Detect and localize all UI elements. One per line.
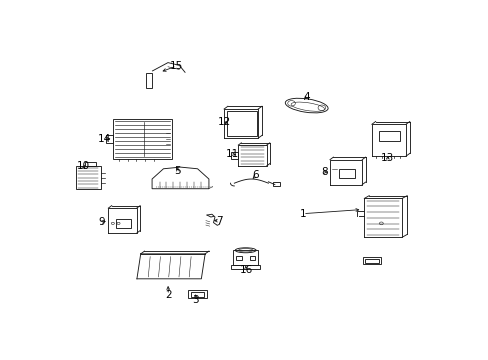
Text: 6: 6 [252, 170, 259, 180]
Bar [231, 265, 259, 269]
Text: 16: 16 [239, 265, 252, 275]
Bar [365, 258, 378, 263]
Text: 11: 11 [225, 149, 239, 159]
Text: 8: 8 [320, 167, 327, 177]
Text: 2: 2 [165, 290, 171, 300]
Text: 10: 10 [77, 161, 89, 171]
Bar [188, 290, 206, 298]
Text: 1: 1 [299, 209, 305, 219]
Text: 15: 15 [170, 61, 183, 71]
Text: 5: 5 [174, 166, 181, 176]
Bar [226, 111, 256, 136]
Bar [76, 166, 101, 189]
Text: 3: 3 [192, 296, 199, 305]
Text: 13: 13 [381, 153, 394, 163]
Bar [272, 182, 279, 186]
Bar [339, 169, 354, 178]
Text: 12: 12 [218, 117, 231, 127]
Bar [113, 119, 172, 159]
Text: 9: 9 [99, 217, 105, 227]
Text: 14: 14 [98, 134, 111, 144]
Bar [379, 131, 399, 141]
Bar [231, 152, 238, 159]
Bar [362, 257, 380, 264]
Bar [116, 219, 131, 228]
Bar [249, 256, 255, 260]
Bar [190, 292, 204, 297]
Text: 4: 4 [303, 92, 309, 102]
Bar [145, 73, 152, 88]
Bar [233, 250, 258, 265]
Bar [84, 162, 96, 166]
Bar [106, 135, 113, 143]
Text: 7: 7 [216, 216, 223, 226]
Bar [236, 256, 241, 260]
